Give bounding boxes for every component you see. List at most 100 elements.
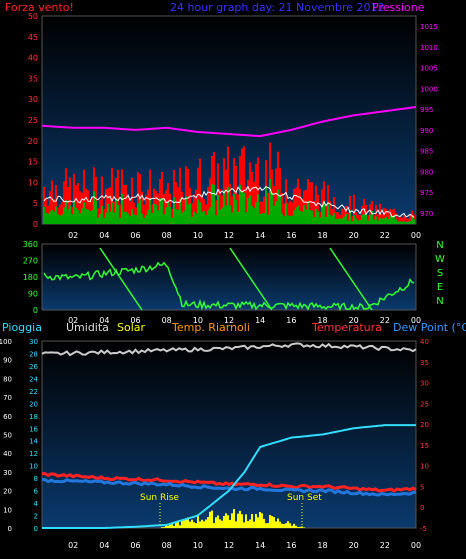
label-pioggia: Pioggia [2, 321, 42, 334]
x-tick-label: 02 [68, 316, 78, 325]
x-tick-label: 06 [130, 316, 140, 325]
rain-line [42, 424, 416, 529]
x-tick-label: 18 [317, 541, 327, 550]
pressure-axis-tick: 990 [420, 127, 433, 135]
x-tick-label: 04 [99, 231, 109, 240]
mid-x-ticks: 02 04 06 08 10 12 14 16 18 20 22 00 [68, 316, 421, 325]
wind-axis-tick: 5 [33, 199, 38, 208]
bottom-left-ticks: 0 10 20 30 40 50 60 70 80 90 100 [0, 338, 12, 533]
x-tick-label: 04 [99, 541, 109, 550]
temp-axis-tick: -5 [420, 525, 427, 533]
compass-label: E [437, 282, 443, 293]
x-tick-label: 18 [317, 231, 327, 240]
x-tick-label: 06 [130, 541, 140, 550]
direction-axis-tick: 0 [33, 306, 38, 315]
rain-axis-tick: 18 [29, 413, 38, 421]
top-title-center: 24 hour graph day: 21 Novembre 2012 [170, 1, 384, 14]
bottom-x-ticks: 02 04 06 08 10 12 14 16 18 20 22 00 [68, 541, 421, 550]
dewpoint-line [41, 478, 417, 497]
pressure-axis-tick: 1015 [420, 23, 438, 31]
rain-axis-tick: 0 [34, 525, 38, 533]
pressure-axis-tick: 970 [420, 210, 433, 218]
top-series [41, 106, 417, 224]
x-tick-label: 18 [317, 316, 327, 325]
sun-set-label: Sun Set [287, 493, 322, 503]
top-title-left: Forza vento! [5, 1, 74, 14]
direction-axis-tick: 360 [23, 240, 38, 249]
sun-rise-label: Sun Rise [140, 493, 179, 503]
rain-axis-tick: 30 [29, 338, 38, 346]
label-dewpoint: Dew Point (°C) [393, 321, 466, 334]
x-tick-label: 14 [255, 231, 265, 240]
x-tick-label: 02 [68, 231, 78, 240]
label-umidita: Umidita [66, 321, 109, 334]
compass-label: W [435, 254, 445, 265]
rain-axis-tick: 12 [29, 450, 38, 458]
x-tick-label: 00 [411, 316, 421, 325]
pressure-axis-tick: 985 [420, 148, 433, 156]
temp-axis-tick: 20 [420, 421, 429, 429]
bottom-series [41, 342, 417, 529]
wind-axis-tick: 10 [28, 178, 38, 187]
compass-label: S [437, 268, 443, 279]
wind-axis-tick: 45 [28, 33, 38, 42]
rain-axis-tick: 22 [29, 388, 38, 396]
pressure-axis-tick: 1010 [420, 44, 438, 52]
top-left-ticks: 0 5 10 15 20 25 30 35 40 45 50 [28, 12, 38, 229]
wind-direction-spike [329, 247, 373, 311]
percent-axis-tick: 100 [0, 338, 12, 346]
x-tick-label: 10 [193, 541, 203, 550]
pressure-axis-tick: 1000 [420, 85, 438, 93]
x-tick-label: 08 [162, 231, 172, 240]
x-tick-label: 16 [286, 231, 296, 240]
percent-axis-tick: 70 [3, 394, 12, 402]
x-tick-label: 22 [380, 231, 390, 240]
wind-direction-spike [229, 247, 273, 311]
x-tick-label: 00 [411, 541, 421, 550]
temp-axis-tick: 10 [420, 463, 429, 471]
mid-series [43, 247, 415, 312]
x-tick-label: 10 [193, 231, 203, 240]
direction-axis-tick: 180 [23, 273, 38, 282]
percent-axis-tick: 80 [3, 375, 12, 383]
percent-axis-tick: 0 [8, 525, 12, 533]
rain-axis-tick: 24 [29, 375, 38, 383]
humidity-line [41, 342, 417, 357]
rain-axis-tick: 26 [29, 363, 38, 371]
wind-gust-line [43, 185, 415, 218]
direction-axis-tick: 90 [28, 290, 38, 299]
temp-axis-tick: 25 [420, 400, 429, 408]
x-tick-label: 20 [349, 316, 359, 325]
bottom-right-ticks: -5 0 5 10 15 20 25 30 35 40 [420, 338, 429, 533]
label-temperatura: Temperatura [311, 321, 382, 334]
x-tick-label: 14 [255, 316, 265, 325]
top-x-ticks: 02 04 06 08 10 12 14 16 18 20 22 00 [68, 231, 421, 240]
x-tick-label: 14 [255, 541, 265, 550]
x-tick-label: 20 [349, 231, 359, 240]
x-tick-label: 12 [224, 316, 234, 325]
label-riarnoli: Temp. Riarnoli [171, 321, 250, 334]
x-tick-label: 12 [224, 231, 234, 240]
mid-plot-area [41, 243, 417, 311]
rain-axis-tick: 8 [34, 475, 38, 483]
rain-axis-tick: 10 [29, 463, 38, 471]
wind-axis-tick: 40 [28, 54, 38, 63]
x-tick-label: 00 [411, 231, 421, 240]
x-tick-label: 12 [224, 541, 234, 550]
rain-axis-tick: 14 [29, 438, 38, 446]
compass-label: N [436, 240, 443, 251]
pressure-line [41, 106, 417, 138]
top-title-right: Pressione [372, 1, 425, 14]
wind-axis-tick: 20 [28, 137, 38, 146]
mid-left-ticks: 0 90 180 270 360 [23, 240, 38, 315]
x-tick-label: 04 [99, 316, 109, 325]
rain-axis-tick: 20 [29, 400, 38, 408]
wind-axis-tick: 15 [28, 158, 38, 167]
x-tick-label: 22 [380, 541, 390, 550]
x-tick-label: 02 [68, 541, 78, 550]
x-tick-label: 10 [193, 316, 203, 325]
wind-axis-tick: 35 [28, 74, 38, 83]
percent-axis-tick: 10 [3, 506, 12, 514]
x-tick-label: 16 [286, 316, 296, 325]
